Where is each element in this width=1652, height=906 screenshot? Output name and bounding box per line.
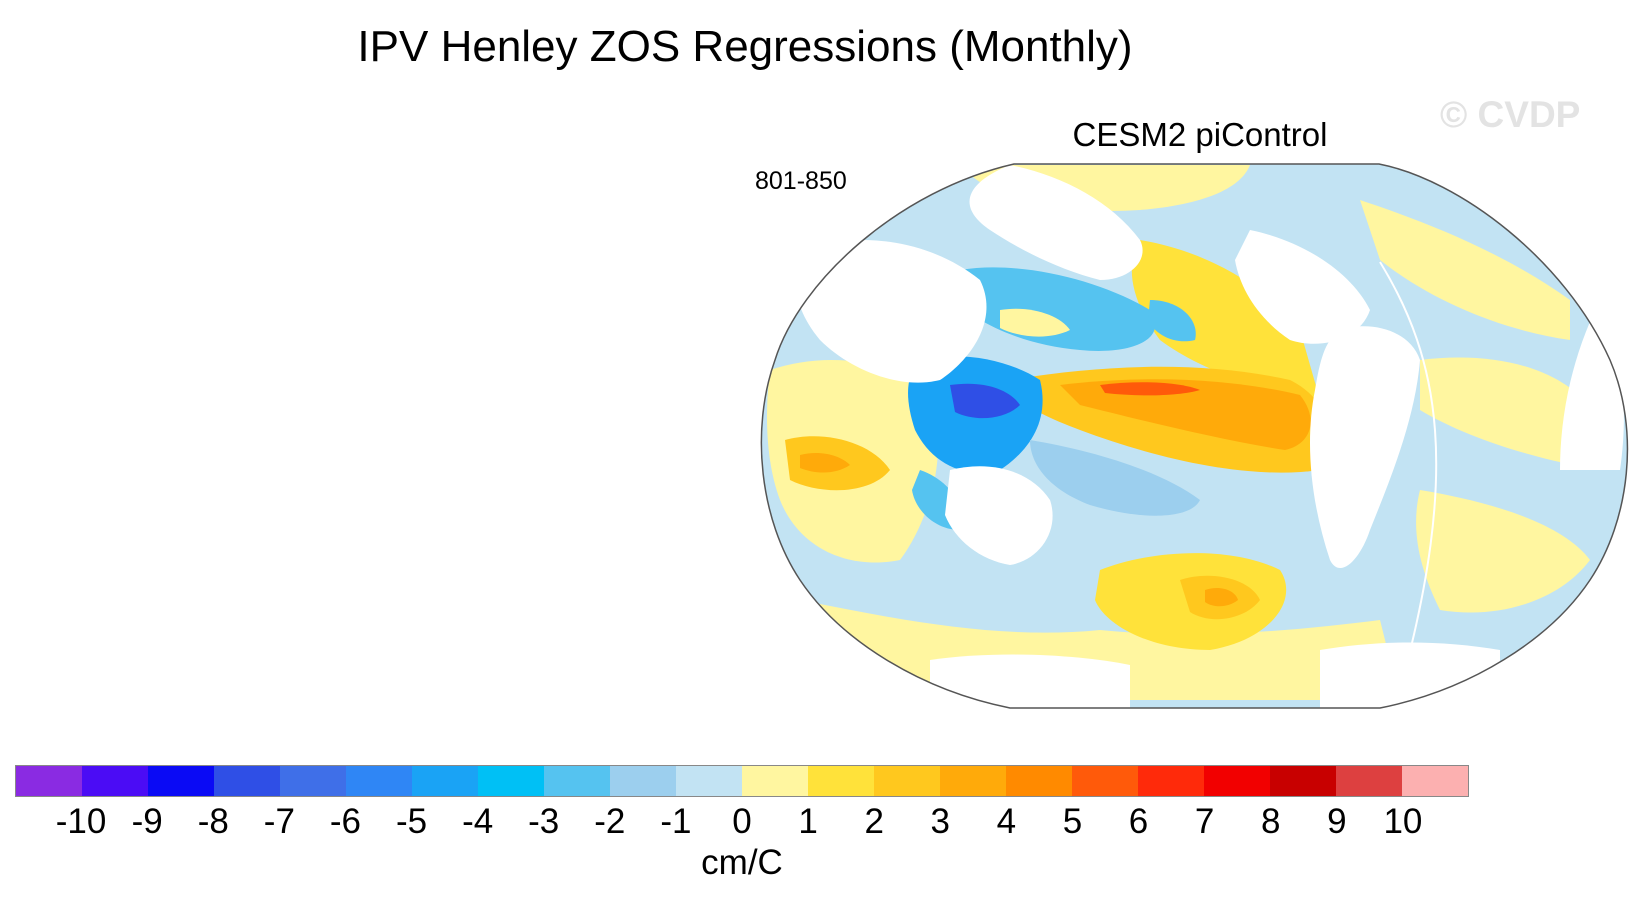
colorbar-tick-label: 5 [1062, 802, 1083, 841]
colorbar-tick-label: -6 [329, 802, 362, 841]
colorbar-tick-label: 6 [1128, 802, 1149, 841]
south-pacific-cool-band [1030, 440, 1200, 516]
equatorial-pacific-peak [1100, 382, 1200, 396]
ocean-field [761, 164, 1628, 708]
colorbar-swatch [1402, 766, 1468, 796]
indian-positive-peak [800, 453, 850, 473]
land-antarctica-west [930, 654, 1130, 708]
north-pacific-positive [1131, 240, 1320, 400]
colorbar-swatch [82, 766, 148, 796]
colorbar-ticks: -10 -9 -8 -7 -6 -5 -4 -3 -2 -1 0 1 2 3 4 5 6 7 8 9 10 [0, 802, 1652, 846]
colorbar-tick-label: -10 [55, 802, 107, 841]
colorbar-tick-label: -3 [528, 802, 560, 841]
colorbar-swatch [1270, 766, 1336, 796]
north-pacific-cool-east [1148, 300, 1196, 342]
colorbar-swatch [1204, 766, 1270, 796]
atlantic-north-positive [1360, 200, 1570, 340]
colorbar-tick-label: -7 [263, 802, 295, 841]
colorbar-tick-label: 0 [732, 802, 752, 841]
colorbar-swatch [16, 766, 82, 796]
colorbar-tick-label: -4 [462, 802, 494, 841]
colorbar-tick-label: 8 [1260, 802, 1281, 841]
colorbar-swatch [676, 766, 742, 796]
land-north-america [1235, 230, 1370, 344]
colorbar-tick-label: -2 [594, 802, 626, 841]
colorbar-swatch [1072, 766, 1138, 796]
colorbar-swatch [280, 766, 346, 796]
colorbar [15, 765, 1469, 797]
colorbar-tick-label: 7 [1194, 802, 1215, 841]
colorbar-swatch [148, 766, 214, 796]
atlantic-south-positive [1416, 490, 1590, 613]
colorbar-swatch [346, 766, 412, 796]
meridian-line [1379, 261, 1438, 691]
land-south-america [1310, 326, 1420, 569]
colorbar-swatch [214, 766, 280, 796]
colorbar-tick-label: 9 [1327, 802, 1347, 841]
colorbar-tick-label: 1 [798, 802, 818, 841]
figure-title: IPV Henley ZOS Regressions (Monthly) [357, 22, 1133, 71]
colorbar-swatch [940, 766, 1006, 796]
colorbar-tick-label: -8 [197, 802, 229, 841]
north-pacific-cool [950, 267, 1156, 351]
colorbar-tick-label: -1 [660, 802, 692, 841]
colorbar-swatch [478, 766, 544, 796]
colorbar-tick-label: 10 [1383, 802, 1423, 841]
land-asia-north [969, 165, 1143, 280]
panel-title: CESM2 piControl [1072, 116, 1328, 153]
south-pacific-peak [1205, 588, 1238, 607]
map-panel [760, 163, 1629, 709]
atlantic-tropical-positive [1420, 357, 1600, 470]
colorbar-swatch [874, 766, 940, 796]
colorbar-tick-label: -5 [395, 802, 428, 841]
western-pacific-cool-core [950, 383, 1020, 419]
watermark: © CVDP [1440, 94, 1581, 135]
colorbar-tick-label: 2 [864, 802, 884, 841]
colorbar-swatch [610, 766, 676, 796]
colorbar-swatch [1006, 766, 1072, 796]
colorbar-swatch [1336, 766, 1402, 796]
colorbar-swatch [412, 766, 478, 796]
globe-outline [760, 163, 1629, 709]
panel-left-label: 801-850 [755, 167, 847, 195]
colorbar-swatch [1138, 766, 1204, 796]
colorbar-tick-label: -9 [131, 802, 163, 841]
colorbar-swatch [742, 766, 808, 796]
land-asia [795, 240, 987, 383]
colorbar-units: cm/C [701, 843, 783, 882]
colorbar-swatch [544, 766, 610, 796]
land-australia [945, 466, 1053, 565]
eastern-pacific-warm-core [1060, 379, 1311, 450]
colorbar-tick-label: 3 [930, 802, 950, 841]
colorbar-swatch [808, 766, 874, 796]
north-pacific-small-positive [1000, 308, 1070, 337]
colorbar-tick-label: 4 [996, 802, 1017, 841]
